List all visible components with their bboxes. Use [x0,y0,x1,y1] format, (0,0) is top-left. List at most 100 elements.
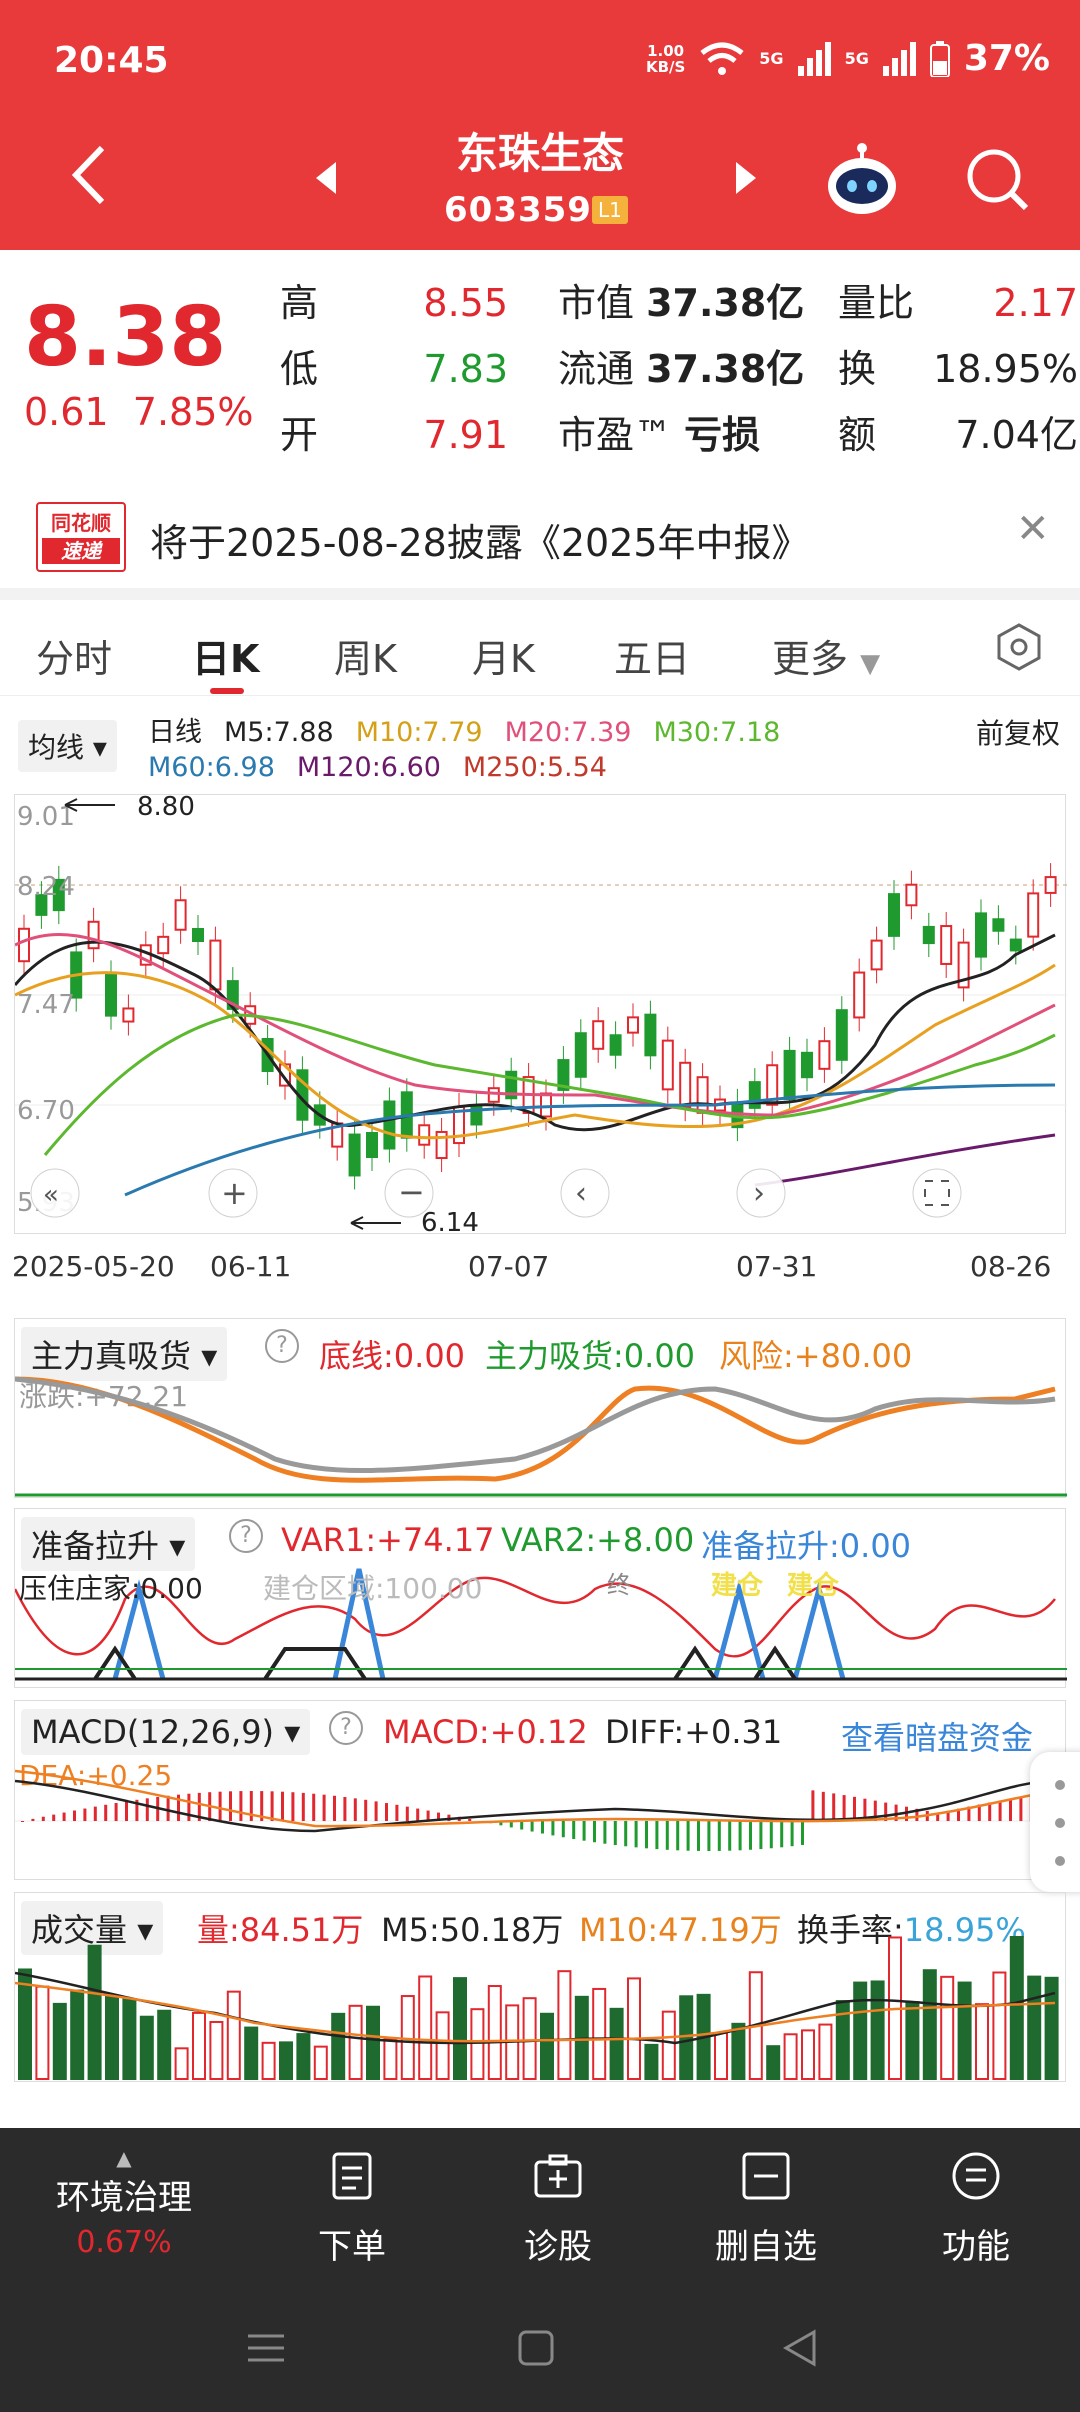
candle [557,1059,570,1091]
candle [835,1009,848,1061]
macd-bar [936,1812,940,1821]
volume-bar [139,2015,154,2080]
macd-bar [582,1821,586,1841]
macd-bar [166,1795,170,1821]
indicator-dropdown[interactable]: 准备拉升 ▾ [21,1517,196,1571]
volume-panel[interactable]: 成交量 ▾ 量:84.51万 M5:50.18万 M10:47.19万 换手率:… [14,1892,1066,2082]
macd-bar [977,1804,981,1821]
document-icon [332,2152,372,2200]
volume-bar [470,2008,485,2080]
candle [888,893,900,937]
volume-bar [870,1980,885,2080]
help-icon[interactable]: ? [265,1329,299,1363]
volume-bar [1009,1935,1024,2081]
macd-bar [322,1794,326,1821]
help-icon[interactable]: ? [329,1711,363,1745]
macd-bar [634,1821,638,1848]
sector-info[interactable]: ▲ 环境治理 0.67% [44,2146,204,2260]
macd-bar [676,1821,680,1851]
volume-bar [226,1990,241,2080]
order-button[interactable]: 下单 [272,2150,432,2268]
candle [609,1034,622,1056]
recent-apps-icon[interactable] [246,2328,286,2368]
indicator-dropdown[interactable]: MACD(12,26,9) ▾ [21,1709,311,1755]
svg-text:«: « [43,1180,59,1210]
volume-bar [992,1971,1007,2080]
tab-intraday[interactable]: 分时 [36,637,113,681]
status-bar: 20:45 1.00 KB/S 5G 5G 37% [0,0,1080,120]
next-stock-icon[interactable] [736,162,756,194]
volume-bar [122,1998,137,2080]
macd-bar [863,1798,867,1821]
robot-assistant-icon[interactable] [822,140,902,220]
macd-bar [530,1821,534,1832]
diagnose-button[interactable]: 诊股 [478,2150,638,2268]
indicator-dropdown[interactable]: 主力真吸货 ▾ [21,1327,228,1381]
macd-bar [21,1821,24,1822]
kline-chart[interactable]: 9.01 8.24 7.47 6.70 5.93 8.80 6.14 « + −… [13,792,1067,1238]
ma-dropdown[interactable]: 均线 ▾ [18,720,117,772]
low-mark: 6.14 [421,1208,479,1235]
high-mark: 8.80 [137,795,195,822]
adjust-mode[interactable]: 前复权 [975,717,1060,750]
indicator-panel-1[interactable]: 主力真吸货 ▾ ? 底线:0.00 主力吸货:0.00 风险:+80.00 涨跌… [14,1318,1067,1498]
macd-bar [291,1792,295,1821]
volume-bar [18,1968,32,2080]
prev-stock-icon[interactable] [316,162,336,194]
close-icon[interactable]: ✕ [1016,506,1050,552]
candle [174,899,187,931]
back-arrow-icon[interactable] [60,140,120,210]
back-icon[interactable] [780,2328,820,2368]
dark-pool-link[interactable]: 查看暗盘资金 [841,1719,1034,1757]
more-vertical-icon[interactable] [1030,1752,1080,1892]
macd-bar [853,1796,856,1821]
volume-bar [540,2012,554,2080]
macd-bar [613,1821,617,1846]
macd-bar [697,1821,700,1851]
candle [975,912,987,958]
tab-weekly[interactable]: 周K [334,637,397,681]
candle [661,1039,674,1091]
macd-bar [218,1791,222,1821]
volume-bar [296,2033,311,2080]
top-bar: 20:45 1.00 KB/S 5G 5G 37% 东珠生态 603359 L1 [0,0,1080,250]
ths-logo: 同花顺 速递 [36,502,126,572]
search-icon[interactable] [962,144,1032,214]
candle [505,1070,518,1100]
macd-bar [967,1806,971,1821]
tab-monthly[interactable]: 月K [472,637,535,681]
macd-bar [31,1818,35,1821]
indicator-panel-2[interactable]: 准备拉升 ▾ ? VAR1:+74.17 VAR2:+8.00 准备拉升:0.0… [14,1508,1067,1688]
candle [696,1076,709,1114]
candle [18,927,30,963]
volume-bar [609,2007,624,2080]
volume-bar [679,1995,694,2080]
indicator-dropdown[interactable]: 成交量 ▾ [21,1901,164,1955]
candle [209,939,222,991]
volume-bar [331,2012,346,2080]
y-label: 8.24 [17,872,75,902]
last-price: 8.38 [24,290,227,385]
macd-panel[interactable]: MACD(12,26,9) ▾ ? MACD:+0.12 DIFF:+0.31 … [14,1700,1067,1880]
macd-bar [281,1791,284,1821]
remove-watchlist-button[interactable]: 删自选 [686,2150,846,2268]
tab-more[interactable]: 更多 ▼ [772,637,881,681]
volume-bar [627,1977,641,2080]
macd-bar [655,1821,659,1850]
macd-bar [260,1791,264,1821]
macd-bar [499,1821,503,1826]
macd-bar [416,1808,420,1821]
settings-hex-icon[interactable] [994,622,1044,672]
tab-5day[interactable]: 五日 [614,637,691,681]
tab-daily[interactable]: 日K [192,637,260,681]
stock-code: 603359 [444,190,592,230]
help-icon[interactable]: ? [229,1519,263,1553]
macd-bar [1019,1796,1023,1821]
volume-bar [279,2041,293,2081]
volume-bar [261,2041,276,2081]
caret-up-icon: ▲ [116,2146,132,2170]
macd-bar [811,1790,815,1821]
home-icon[interactable] [516,2328,556,2368]
news-banner[interactable]: 同花顺 速递 将于2025-08-28披露《2025年中报》 ✕ [0,490,1080,590]
functions-button[interactable]: 功能 [896,2150,1056,2268]
